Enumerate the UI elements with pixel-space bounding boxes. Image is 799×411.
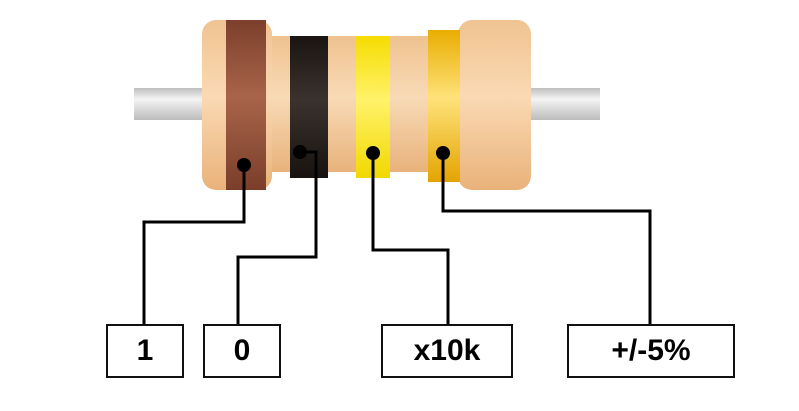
connector-band2 [236, 150, 318, 327]
connector-band4 [441, 153, 652, 327]
label-tolerance-value: +/-5% [567, 324, 735, 378]
dot-band1 [237, 158, 251, 172]
left-lead [134, 88, 214, 120]
dot-band2 [293, 145, 307, 159]
label-multiplier-value: x10k [381, 324, 513, 378]
label-band2-value: 0 [203, 324, 281, 378]
connector-band1 [142, 165, 246, 327]
right-lead [520, 88, 600, 120]
resistor-right-cap [458, 20, 531, 190]
dot-band3 [366, 146, 380, 160]
connector-band3 [371, 153, 450, 327]
dot-band4 [436, 146, 450, 160]
label-band1-value: 1 [106, 324, 184, 378]
